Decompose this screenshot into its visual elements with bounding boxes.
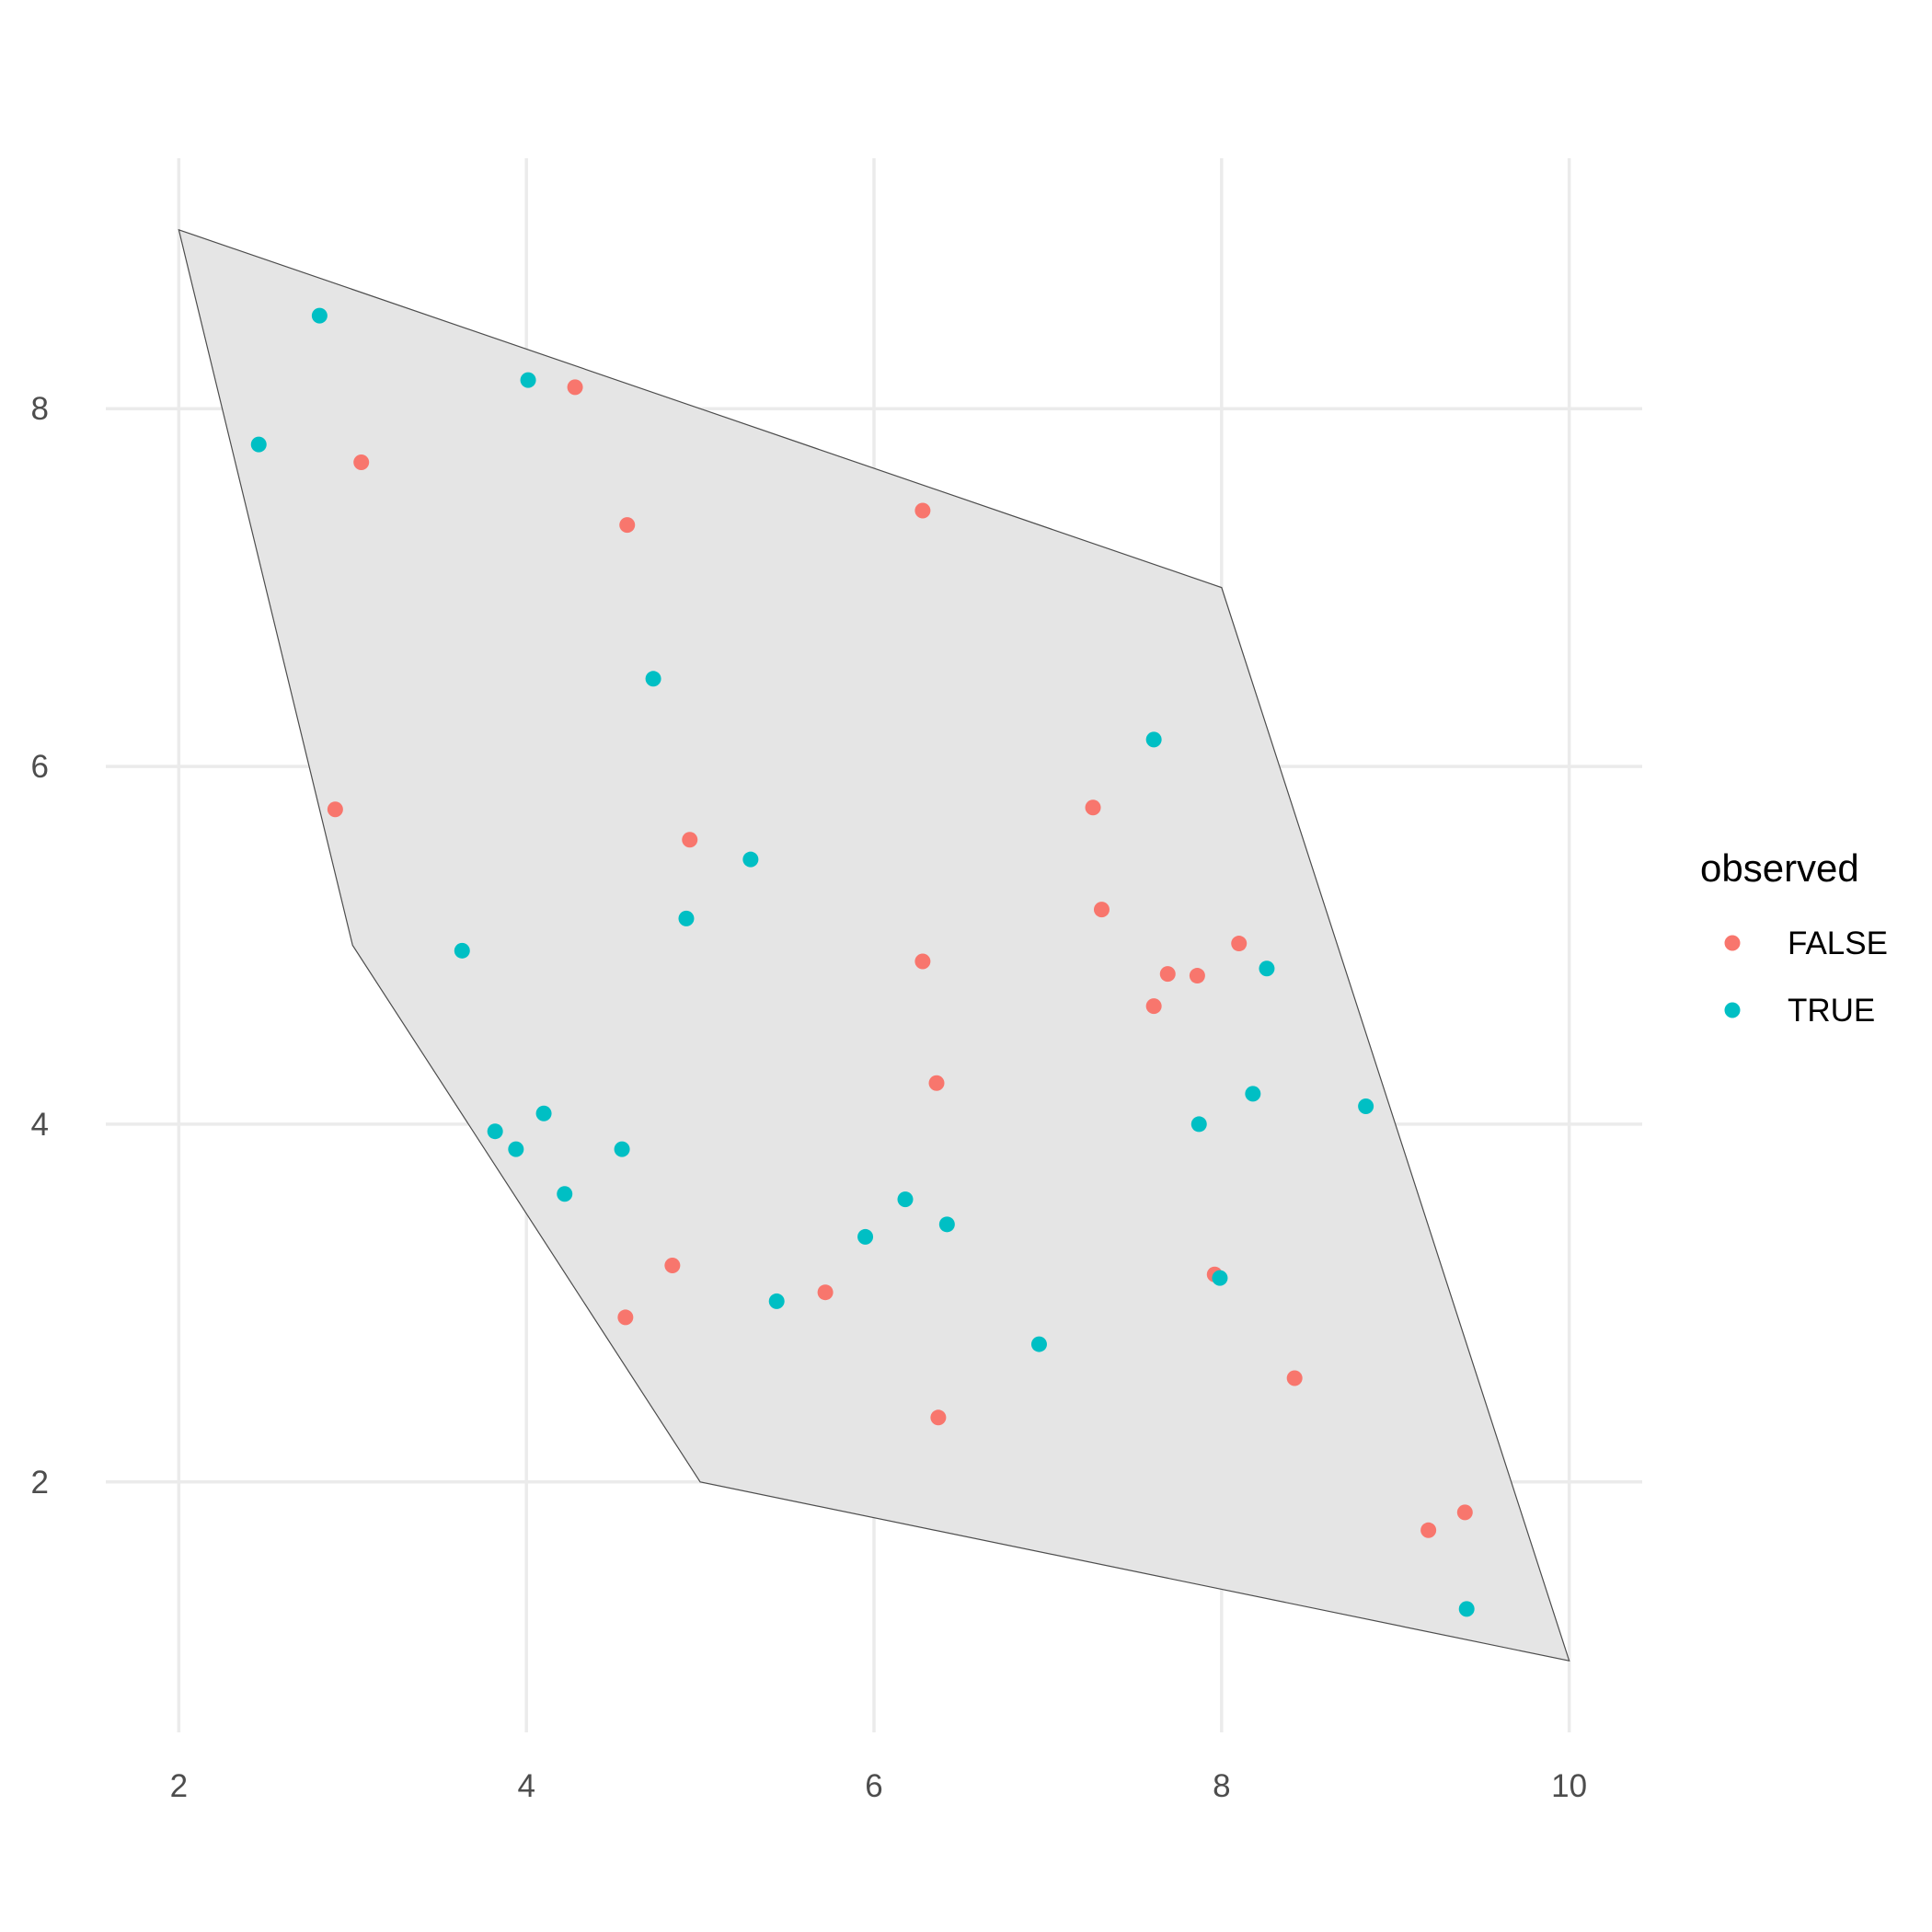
data-point-true: [311, 307, 328, 324]
data-point-true: [487, 1123, 503, 1140]
data-point-true: [508, 1141, 524, 1157]
data-point-true: [520, 372, 536, 388]
data-point-true: [1245, 1086, 1261, 1102]
data-point-false: [619, 517, 636, 534]
data-point-true: [938, 1216, 955, 1233]
y-axis-tick-labels: 2 4 6 8: [31, 391, 49, 1501]
data-point-false: [914, 953, 931, 970]
data-point-false: [567, 379, 583, 396]
data-point-false: [664, 1258, 681, 1274]
data-point-false: [914, 502, 931, 519]
data-point-true: [454, 942, 470, 959]
data-point-false: [1231, 936, 1248, 952]
legend-items: FALSE TRUE: [1724, 926, 1888, 1029]
data-point-true: [557, 1186, 573, 1202]
legend-key-true: [1724, 1002, 1741, 1018]
legend-label-true: TRUE: [1788, 993, 1875, 1029]
x-tick-label: 2: [170, 1768, 188, 1804]
data-point-true: [535, 1105, 552, 1121]
data-point-true: [1458, 1601, 1475, 1617]
x-tick-label: 8: [1213, 1768, 1230, 1804]
data-point-true: [742, 851, 759, 868]
y-tick-label: 2: [31, 1465, 49, 1501]
data-point-false: [353, 454, 370, 471]
data-point-false: [1456, 1504, 1473, 1521]
data-point-false: [1420, 1522, 1437, 1538]
x-tick-label: 10: [1551, 1768, 1587, 1804]
data-point-false: [1145, 998, 1162, 1015]
y-tick-label: 8: [31, 391, 49, 427]
data-point-false: [1085, 799, 1101, 816]
x-tick-label: 6: [865, 1768, 882, 1804]
legend-key-false: [1724, 935, 1741, 951]
legend-title: observed: [1700, 846, 1859, 890]
data-point-false: [930, 1409, 947, 1426]
legend-label-false: FALSE: [1788, 926, 1888, 961]
data-point-true: [1358, 1098, 1374, 1114]
y-tick-label: 6: [31, 749, 49, 785]
data-point-false: [1286, 1370, 1303, 1386]
data-point-false: [682, 832, 698, 848]
data-point-true: [857, 1228, 874, 1245]
data-point-false: [617, 1309, 634, 1326]
data-point-false: [928, 1075, 945, 1091]
data-point-true: [678, 910, 695, 926]
data-point-false: [1159, 966, 1176, 983]
data-point-true: [1259, 960, 1275, 977]
data-point-false: [1093, 902, 1110, 918]
data-point-true: [1145, 731, 1162, 748]
x-axis-tick-labels: 2 4 6 8 10: [170, 1768, 1588, 1804]
data-point-true: [250, 436, 267, 453]
convex-hull-polygon: [178, 228, 1570, 1662]
data-point-true: [645, 671, 661, 687]
data-point-false: [817, 1284, 834, 1301]
data-point-true: [1190, 1116, 1207, 1133]
data-point-true: [1212, 1270, 1228, 1286]
data-point-false: [327, 801, 343, 818]
x-tick-label: 4: [517, 1768, 535, 1804]
data-point-false: [1189, 968, 1205, 984]
data-point-true: [768, 1293, 785, 1309]
y-tick-label: 4: [31, 1107, 49, 1143]
data-point-true: [897, 1191, 914, 1208]
data-point-true: [1030, 1336, 1047, 1352]
data-point-true: [614, 1141, 630, 1157]
legend: observed FALSE TRUE: [1700, 846, 1888, 1029]
data-points: [250, 307, 1475, 1617]
